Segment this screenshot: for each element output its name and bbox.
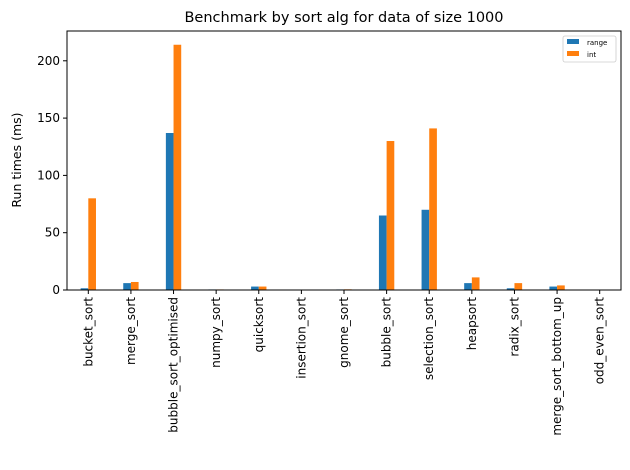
x-tick-label-odd_even_sort: odd_even_sort	[593, 297, 607, 385]
x-tick-label-bubble_sort: bubble_sort	[380, 297, 394, 368]
x-tick-label-numpy_sort: numpy_sort	[209, 297, 223, 368]
x-tick-label-merge_sort_bottom_up: merge_sort_bottom_up	[550, 297, 564, 436]
y-axis-label: Run times (ms)	[9, 112, 24, 207]
bar-int-selection_sort	[429, 128, 437, 290]
x-tick-label-heapsort: heapsort	[465, 297, 479, 350]
x-tick-label-quicksort: quicksort	[252, 297, 266, 353]
x-axis: bucket_sort merge_sort bubble_sort_optimis…	[81, 290, 607, 436]
legend-label-int: int	[587, 51, 596, 59]
bar-range-bubble_sort_optimised	[165, 133, 174, 290]
bar-range-bucket_sort	[80, 288, 89, 290]
legend-swatch-range	[567, 39, 579, 44]
bar-int-radix_sort	[514, 283, 523, 290]
x-tick-label-merge_sort: merge_sort	[124, 297, 138, 365]
bar-range-merge_sort	[123, 283, 131, 290]
bar-int-merge_sort	[130, 281, 139, 290]
y-axis: 0 50 100 150 200	[37, 54, 67, 297]
bar-range-bubble_sort	[378, 215, 387, 290]
legend-label-range: range	[587, 39, 607, 47]
bar-range-merge_sort_bottom_up	[549, 286, 558, 290]
bar-int-heapsort	[471, 277, 480, 290]
bar-int-bubble_sort	[386, 141, 395, 290]
x-tick-label-bucket_sort: bucket_sort	[81, 297, 95, 367]
legend: range int	[562, 35, 617, 63]
y-tick-label: 100	[37, 168, 60, 182]
bar-range-heapsort	[464, 283, 472, 290]
x-tick-label-bubble_sort_optimised: bubble_sort_optimised	[167, 297, 181, 433]
y-tick-label: 150	[37, 111, 60, 125]
chart-title: Benchmark by sort alg for data of size 1…	[184, 10, 503, 26]
legend-swatch-int	[567, 51, 579, 56]
bar-int-bucket_sort	[88, 198, 96, 290]
y-tick-label: 50	[45, 226, 60, 240]
x-tick-label-radix_sort: radix_sort	[507, 297, 521, 357]
bar-range-radix_sort	[506, 288, 515, 290]
y-tick-label: 0	[52, 283, 60, 297]
bar-range-quicksort	[251, 286, 259, 290]
x-tick-label-gnome_sort: gnome_sort	[337, 297, 351, 368]
bar-range-selection_sort	[421, 209, 430, 290]
bar-int-merge_sort_bottom_up	[557, 285, 565, 290]
bar-int-bubble_sort_optimised	[173, 44, 182, 290]
x-tick-label-insertion_sort: insertion_sort	[294, 297, 308, 379]
x-tick-label-selection_sort: selection_sort	[422, 297, 436, 380]
bar-int-quicksort	[258, 286, 267, 290]
plot-frame	[66, 30, 622, 291]
bars-group	[80, 44, 608, 290]
y-tick-label: 200	[37, 54, 60, 68]
